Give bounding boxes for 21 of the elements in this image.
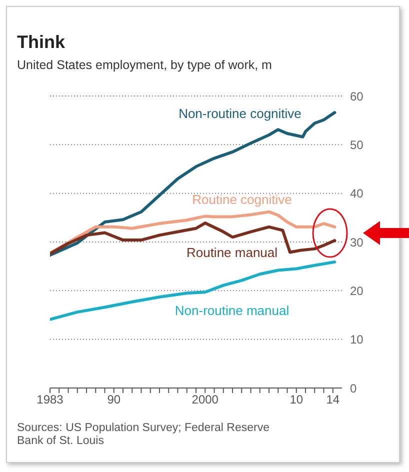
line-series bbox=[50, 260, 336, 321]
y-tick-label: 20 bbox=[350, 284, 364, 298]
y-tick-label: 60 bbox=[350, 89, 364, 104]
chart-title: Think bbox=[17, 32, 65, 53]
source-note: Sources: US Population Survey; Federal Reserve Bank of St. Louis bbox=[17, 422, 270, 448]
y-tick-label: 30 bbox=[350, 235, 364, 250]
x-tick-label: 10 bbox=[290, 392, 304, 407]
x-tick-label: 14 bbox=[326, 392, 340, 407]
series-label: Non-routine manual bbox=[174, 303, 290, 318]
series-label: Non-routine cognitive bbox=[178, 106, 302, 121]
series-label: Routine cognitive bbox=[192, 192, 292, 207]
y-tick-label: 10 bbox=[350, 332, 364, 347]
series-label: Routine manual bbox=[186, 245, 278, 260]
line-series bbox=[50, 222, 336, 256]
x-tick-label: 1983 bbox=[36, 392, 64, 407]
x-tick-label: 90 bbox=[107, 392, 121, 407]
x-tick-label: 2000 bbox=[192, 392, 219, 407]
y-tick-label: 40 bbox=[350, 186, 364, 201]
y-tick-label: 50 bbox=[350, 138, 364, 152]
chart-subtitle: United States employment, by type of work, m bbox=[17, 58, 272, 72]
y-tick-label: 0 bbox=[350, 381, 357, 396]
